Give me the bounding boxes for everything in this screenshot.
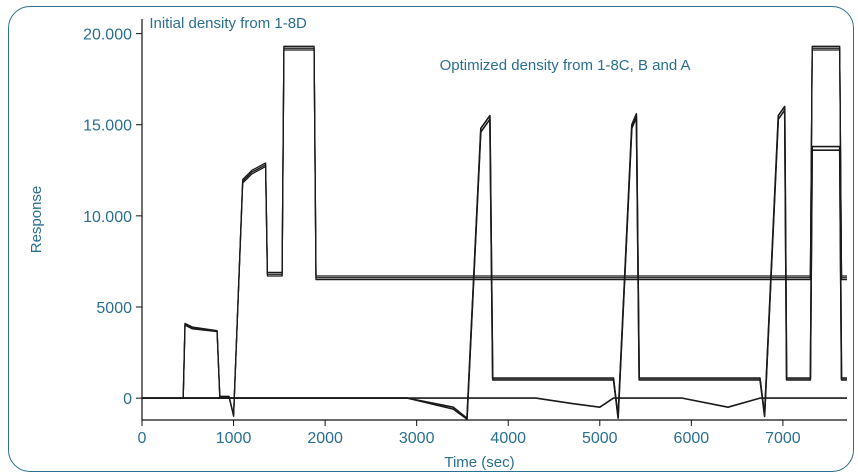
x-tick-label: 7000	[765, 430, 801, 447]
x-tick-label: 5000	[582, 430, 618, 447]
y-tick-label: 15.000	[83, 118, 132, 135]
y-tick-label: 10.000	[83, 209, 132, 226]
y-tick-label: 5000	[96, 300, 132, 317]
chart-annotations: Initial density from 1-8D Optimized densi…	[149, 15, 690, 74]
x-tick-label: 4000	[490, 430, 526, 447]
y-axis-title: Response	[28, 186, 45, 254]
x-axis-title: Time (sec)	[444, 454, 514, 471]
series-line-5	[142, 109, 847, 420]
chart-marks	[142, 45, 847, 420]
x-tick-label: 3000	[399, 430, 435, 447]
y-tick-label: 20.000	[83, 27, 132, 44]
response-time-chart: Initial density from 1-8D Optimized densi…	[28, 15, 847, 471]
x-tick-label: 1000	[216, 430, 252, 447]
series-line-1	[142, 45, 847, 418]
x-tick-label: 0	[138, 430, 147, 447]
annotation-2: Optimized density from 1-8C, B and A	[440, 57, 691, 74]
chart-frame: Initial density from 1-8D Optimized densi…	[8, 6, 854, 472]
series-line-6	[142, 397, 847, 409]
annotation-1: Initial density from 1-8D	[149, 15, 307, 32]
chart-ticks: 0 1000 2000 3000 4000 5000 6000 7000 0 5000 10.000…	[83, 27, 801, 447]
x-tick-label: 6000	[674, 430, 710, 447]
x-tick-label: 2000	[307, 430, 343, 447]
series-line-2	[142, 49, 847, 416]
series-line-3	[142, 47, 847, 417]
series-line-4	[142, 105, 847, 420]
y-tick-label: 0	[123, 391, 132, 408]
